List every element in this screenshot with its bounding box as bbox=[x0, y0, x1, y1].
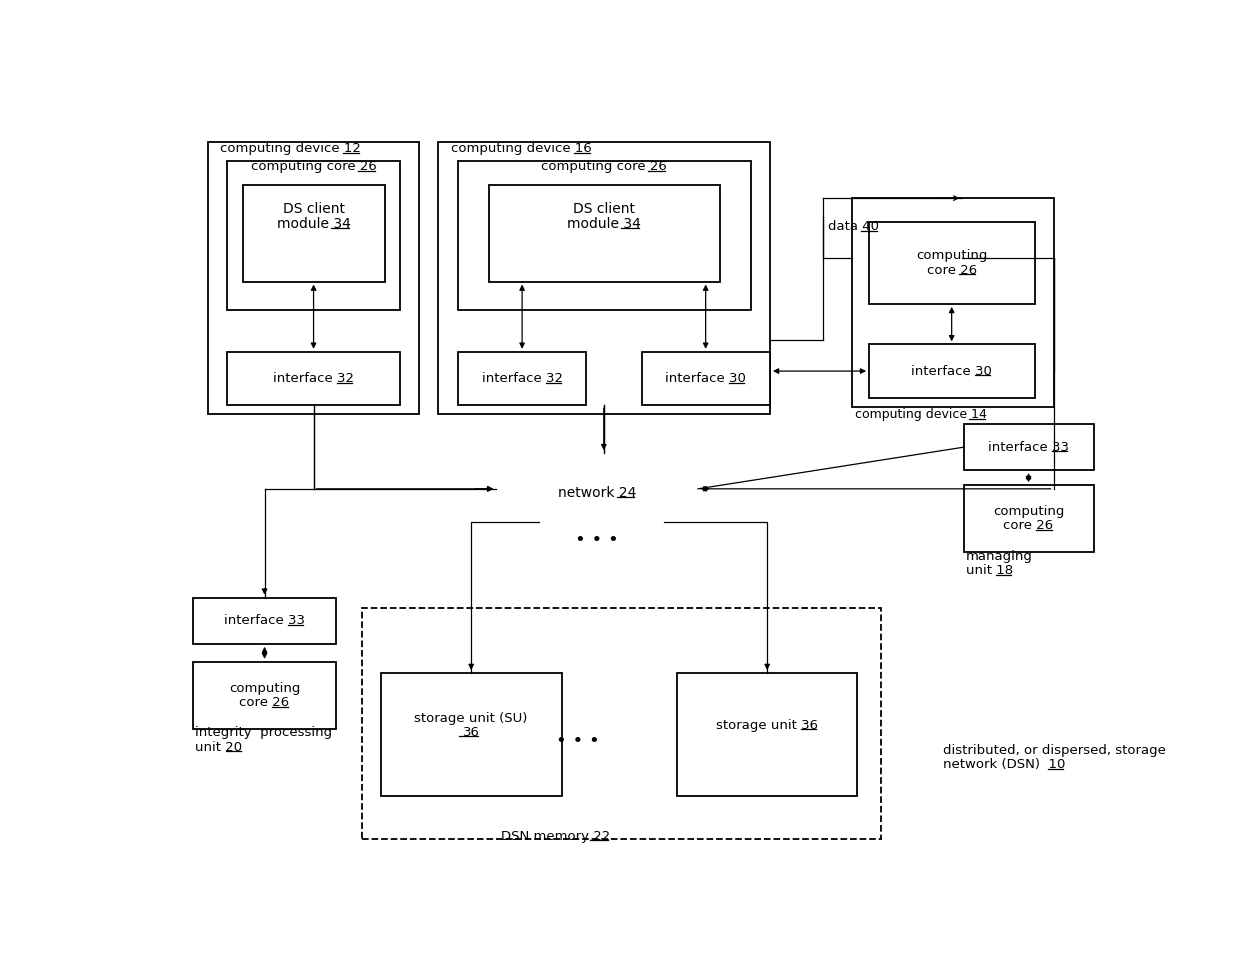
FancyBboxPatch shape bbox=[458, 351, 585, 406]
Ellipse shape bbox=[486, 460, 708, 530]
FancyBboxPatch shape bbox=[381, 673, 562, 796]
Text: network 24: network 24 bbox=[558, 486, 636, 499]
FancyBboxPatch shape bbox=[208, 142, 419, 414]
Text: 36: 36 bbox=[463, 726, 480, 739]
FancyBboxPatch shape bbox=[677, 673, 858, 796]
Text: computing device 14: computing device 14 bbox=[854, 408, 987, 421]
Text: core 26: core 26 bbox=[239, 696, 290, 709]
Text: computing: computing bbox=[229, 681, 300, 695]
Text: computing: computing bbox=[993, 505, 1064, 518]
Circle shape bbox=[661, 460, 707, 496]
Circle shape bbox=[486, 461, 534, 498]
Text: computing: computing bbox=[916, 250, 987, 262]
Text: module 34: module 34 bbox=[277, 217, 351, 230]
FancyBboxPatch shape bbox=[869, 222, 1035, 304]
Text: storage unit 36: storage unit 36 bbox=[717, 718, 818, 732]
FancyBboxPatch shape bbox=[193, 597, 336, 644]
Text: interface 33: interface 33 bbox=[224, 615, 305, 627]
Text: core 26: core 26 bbox=[926, 263, 977, 277]
Circle shape bbox=[536, 423, 596, 471]
Circle shape bbox=[601, 427, 660, 471]
Text: DS client: DS client bbox=[573, 201, 635, 216]
Text: interface 30: interface 30 bbox=[665, 372, 746, 385]
Text: computing core 26: computing core 26 bbox=[541, 161, 667, 173]
Circle shape bbox=[630, 439, 687, 484]
Text: DSN memory 22: DSN memory 22 bbox=[501, 830, 610, 843]
Text: computing device 12: computing device 12 bbox=[221, 142, 361, 156]
FancyBboxPatch shape bbox=[193, 662, 336, 729]
FancyBboxPatch shape bbox=[642, 351, 770, 406]
Text: interface 33: interface 33 bbox=[988, 440, 1069, 454]
FancyBboxPatch shape bbox=[243, 185, 384, 282]
FancyBboxPatch shape bbox=[362, 608, 880, 839]
FancyBboxPatch shape bbox=[490, 185, 720, 282]
Circle shape bbox=[570, 423, 627, 468]
Text: interface 30: interface 30 bbox=[911, 365, 992, 378]
Circle shape bbox=[501, 437, 568, 489]
FancyBboxPatch shape bbox=[869, 345, 1035, 398]
Text: DS client: DS client bbox=[283, 201, 345, 216]
Text: module 34: module 34 bbox=[567, 217, 641, 230]
FancyBboxPatch shape bbox=[965, 485, 1094, 552]
Text: computing device 16: computing device 16 bbox=[451, 142, 591, 156]
Text: unit 20: unit 20 bbox=[196, 741, 243, 754]
FancyBboxPatch shape bbox=[439, 142, 770, 414]
Text: managing: managing bbox=[966, 550, 1033, 562]
Text: distributed, or dispersed, storage: distributed, or dispersed, storage bbox=[942, 743, 1166, 757]
FancyBboxPatch shape bbox=[458, 161, 751, 310]
Text: • • •: • • • bbox=[556, 732, 600, 750]
FancyBboxPatch shape bbox=[852, 198, 1054, 407]
FancyBboxPatch shape bbox=[227, 351, 401, 406]
Text: • • •: • • • bbox=[575, 530, 619, 549]
Text: storage unit (SU): storage unit (SU) bbox=[414, 711, 528, 724]
Ellipse shape bbox=[486, 453, 708, 525]
Text: interface 32: interface 32 bbox=[273, 372, 355, 385]
Text: interface 32: interface 32 bbox=[481, 372, 563, 385]
Text: network (DSN)  10: network (DSN) 10 bbox=[942, 758, 1065, 771]
Text: data 40: data 40 bbox=[828, 220, 879, 233]
FancyBboxPatch shape bbox=[227, 161, 401, 310]
FancyBboxPatch shape bbox=[965, 424, 1094, 470]
Text: integrity  processing: integrity processing bbox=[196, 726, 332, 740]
Text: unit 18: unit 18 bbox=[966, 564, 1013, 577]
Text: computing core 26: computing core 26 bbox=[250, 161, 377, 173]
Text: core 26: core 26 bbox=[1003, 519, 1054, 532]
